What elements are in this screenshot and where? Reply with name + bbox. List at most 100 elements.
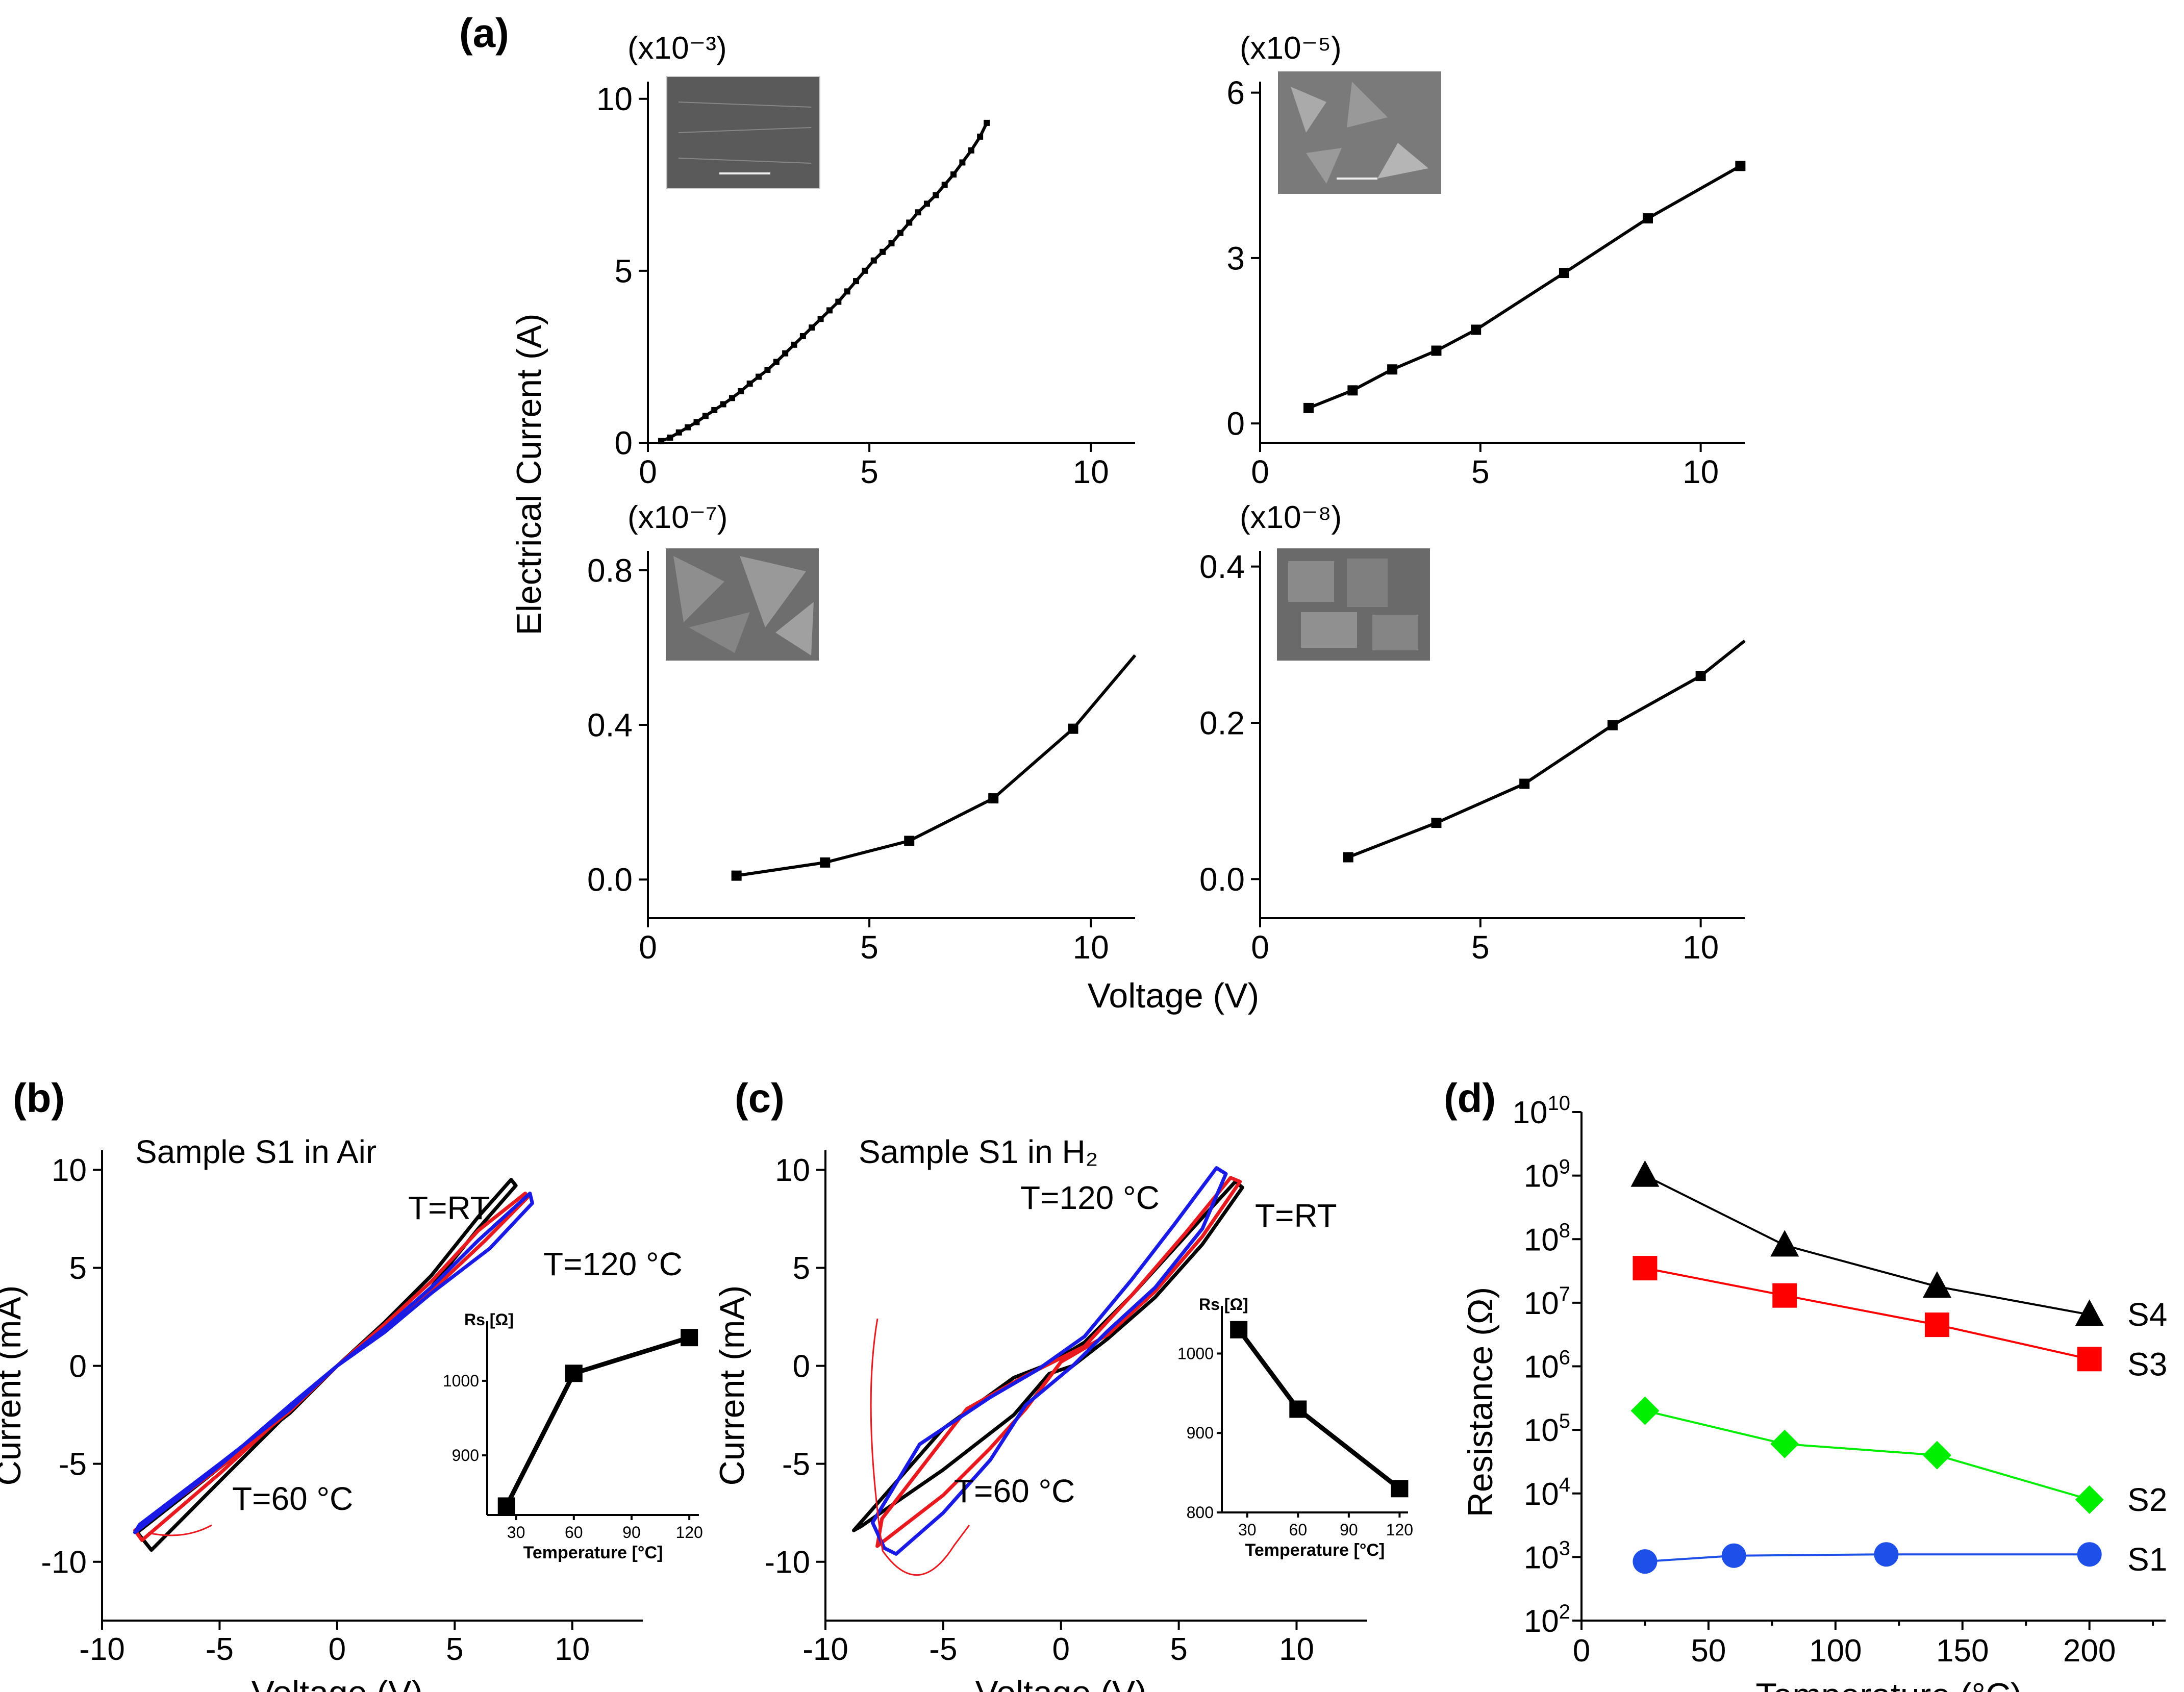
series-label: S4 (2127, 1296, 2167, 1333)
data-point (1431, 818, 1442, 828)
inset-y-tick-label: 800 (1187, 1503, 1214, 1522)
x-tick-label: 0 (1052, 1632, 1069, 1667)
square-marker (1772, 1283, 1797, 1308)
x-tick-label: 10 (1683, 929, 1719, 966)
inset-y-label: Rs [Ω] (464, 1310, 514, 1329)
data-point (1607, 720, 1618, 730)
data-point (820, 857, 831, 868)
y-tick-label: 5 (69, 1251, 87, 1286)
x-tick-label: -10 (79, 1632, 125, 1667)
y-tick-label: 3 (1226, 240, 1245, 276)
inset-x-tick-label: 120 (675, 1523, 702, 1542)
x-tick-label: 0 (1251, 453, 1269, 490)
y-axis-label: Current (mA) (0, 1285, 28, 1486)
data-point (862, 267, 868, 274)
panel-d: 0 50 100 150 200 102 103 104 105 106 107 108 109 1010… (1461, 1092, 2167, 1692)
data-line (1347, 639, 1746, 859)
y-tick-label: 0 (69, 1349, 87, 1384)
data-point (915, 209, 921, 216)
inset-x-tick-label: 60 (1289, 1521, 1308, 1539)
x-tick-label: 100 (1809, 1633, 1862, 1669)
series-line (1645, 1267, 2090, 1360)
square-marker (1633, 1256, 1658, 1281)
square-marker (1924, 1312, 1949, 1337)
data-point (729, 395, 735, 401)
x-tick-label: 150 (1936, 1633, 1989, 1669)
inset-point (1289, 1400, 1307, 1418)
data-point (853, 278, 860, 285)
y-tick-label: -5 (782, 1447, 810, 1482)
panel-a2: 0 5 10 0 3 6 (x10⁻⁵) (1226, 31, 1746, 490)
panel-d-label: (d) (1444, 1075, 1496, 1121)
triangle-marker (1630, 1160, 1660, 1187)
diamond-marker (1630, 1396, 1660, 1425)
data-point (1347, 385, 1358, 396)
inset-line (504, 1335, 690, 1507)
axis-multiplier: (x10⁻⁸) (1240, 500, 1342, 535)
data-point (906, 219, 913, 226)
inset-x-label: Temperature [°C] (1245, 1541, 1385, 1560)
y-tick-label: 109 (1524, 1156, 1570, 1194)
circle-marker (2077, 1542, 2102, 1567)
x-tick-label: 200 (2063, 1633, 2116, 1669)
y-tick-label: -10 (764, 1545, 810, 1580)
y-tick-label: 104 (1524, 1474, 1570, 1512)
x-tick-label: 10 (1279, 1632, 1314, 1667)
x-axis-label: Temperature (°C) (1755, 1676, 2022, 1692)
annotation: T=120 °C (1020, 1179, 1160, 1216)
data-point (667, 434, 673, 441)
triangle-marker (1922, 1271, 1951, 1298)
data-point (1068, 723, 1078, 734)
y-tick-label: 0.2 (1199, 704, 1245, 741)
x-tick-label: 0 (1251, 929, 1269, 966)
axis-multiplier: (x10⁻³) (627, 31, 727, 66)
data-point (685, 424, 691, 431)
data-point (941, 182, 948, 188)
y-tick-label: 10 (775, 1153, 810, 1188)
sem-image-a2 (1278, 71, 1441, 194)
x-tick-label: 0 (639, 929, 657, 966)
data-point (1303, 402, 1314, 413)
y-tick-label: 0.8 (587, 552, 633, 589)
annotation: T=RT (1255, 1197, 1337, 1234)
data-point (835, 298, 842, 305)
diamond-marker (1922, 1441, 1951, 1470)
x-tick-label: 10 (555, 1632, 590, 1667)
data-point (764, 367, 771, 373)
data-point (817, 316, 824, 322)
iv-loop (133, 1192, 534, 1534)
y-tick-label: 103 (1524, 1537, 1570, 1575)
data-point (1643, 213, 1653, 224)
inset-x-tick-label: 30 (1238, 1521, 1257, 1539)
y-tick-label: 0.4 (1199, 548, 1245, 585)
panel-a4: 0 5 10 0.0 0.2 0.4 (x10⁻⁸) (1199, 500, 1746, 966)
annotation: T=RT (408, 1190, 490, 1226)
arrow-icon (870, 1318, 970, 1576)
y-tick-label: -10 (41, 1545, 87, 1580)
data-point (731, 870, 742, 881)
data-point (904, 836, 915, 846)
annotation: T=120 °C (543, 1246, 683, 1282)
x-tick-label: 5 (860, 929, 878, 966)
y-tick-label: 5 (793, 1251, 810, 1286)
y-tick-label: 0 (1226, 406, 1245, 442)
data-point (799, 333, 806, 339)
data-point (923, 200, 930, 207)
inset-x-label: Temperature [°C] (523, 1543, 663, 1562)
y-tick-label: 0.4 (587, 706, 633, 743)
inset-point (565, 1365, 583, 1382)
axis-multiplier: (x10⁻⁷) (627, 500, 727, 535)
x-axis-label: Voltage (V) (975, 1674, 1147, 1692)
circle-marker (1721, 1543, 1746, 1568)
inset-chart: 30 60 90 120 800 900 1000 Temperature [°C] Rs [Ω… (1177, 1295, 1413, 1560)
data-point (870, 257, 877, 264)
annotation: T=60 °C (954, 1473, 1075, 1509)
data-point (1471, 324, 1482, 335)
x-tick-label: -5 (206, 1632, 234, 1667)
sem-image-a1 (666, 76, 820, 189)
data-point (693, 419, 700, 425)
y-tick-label: 108 (1524, 1219, 1570, 1257)
y-tick-label: 107 (1524, 1283, 1570, 1321)
data-point (702, 413, 709, 419)
